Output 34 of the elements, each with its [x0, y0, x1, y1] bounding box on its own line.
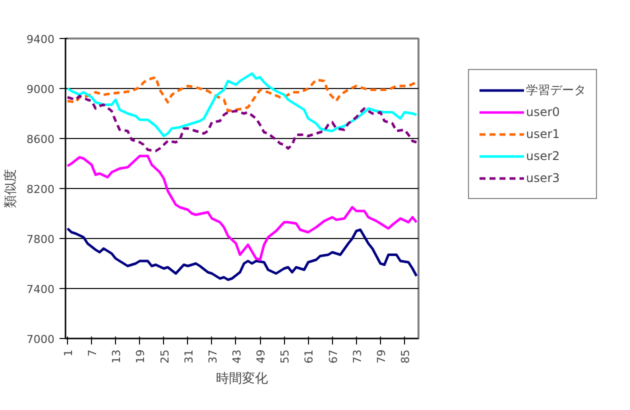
- x-tick-label: 67: [326, 349, 340, 364]
- x-tick-label: 49: [254, 349, 268, 364]
- x-tick-label: 37: [206, 349, 220, 364]
- x-tick-label: 25: [158, 349, 172, 364]
- y-tick-label: 9400: [26, 33, 55, 46]
- x-tick-label: 73: [350, 349, 364, 364]
- legend-label: user1: [526, 127, 560, 141]
- x-tick-label: 79: [374, 349, 388, 364]
- x-tick-label: 7: [86, 350, 100, 356]
- legend-label: 学習データ: [526, 82, 586, 98]
- legend-label: user3: [526, 171, 560, 185]
- line-series: [66, 72, 418, 138]
- y-tick-label: 7400: [26, 283, 55, 296]
- x-tick-label: 1: [62, 350, 76, 356]
- legend-label: user2: [526, 149, 560, 163]
- x-tick-label: 55: [278, 349, 292, 364]
- x-axis-title: 時間変化: [216, 370, 268, 386]
- x-tick-label: 31: [182, 349, 196, 364]
- x-tick-label: 85: [398, 349, 412, 364]
- y-tick-label: 7800: [26, 233, 55, 246]
- x-tick-label: 43: [230, 349, 244, 364]
- legend-label: user0: [526, 105, 560, 119]
- line-series: [66, 154, 418, 261]
- y-tick-label: 8600: [26, 133, 55, 146]
- y-tick-label: 8200: [26, 183, 55, 196]
- x-tick-label: 61: [302, 349, 316, 364]
- line-series: [66, 227, 418, 281]
- y-tick-label: 7000: [26, 333, 55, 346]
- x-tick-label: 19: [134, 349, 148, 364]
- line-series: [66, 76, 418, 112]
- line-series: [66, 94, 418, 152]
- x-tick-label: 13: [110, 349, 124, 364]
- y-tick-label: 9000: [26, 83, 55, 96]
- y-axis-title: 類似度: [2, 169, 19, 208]
